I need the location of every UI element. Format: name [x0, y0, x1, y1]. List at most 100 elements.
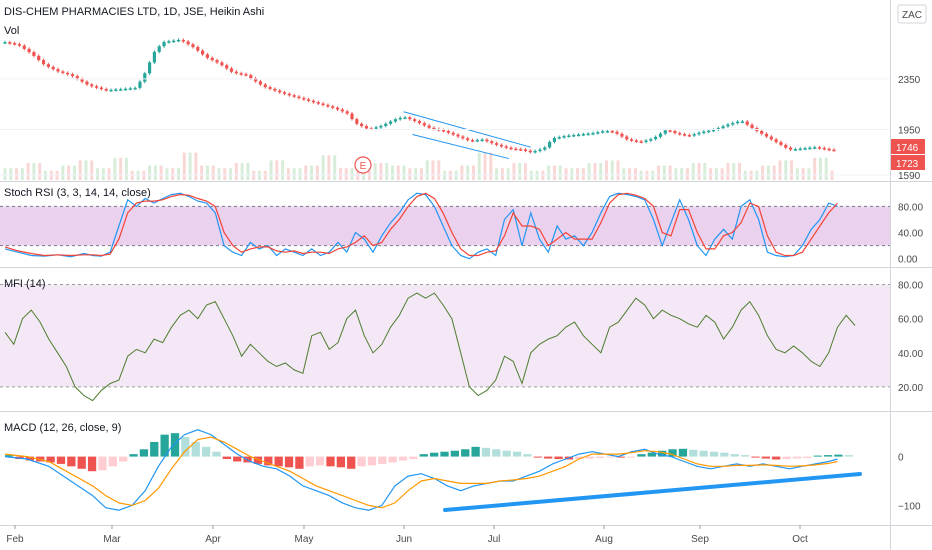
- volume-bar: [408, 168, 412, 180]
- stoch-rsi-title: Stoch RSI (3, 3, 14, 14, close): [4, 187, 151, 199]
- candle-body: [61, 71, 65, 73]
- mfi-tick-label: 60.00: [898, 315, 923, 326]
- macd-histogram-bar: [761, 456, 770, 459]
- macd-histogram-bar: [492, 449, 501, 457]
- macd-histogram-bar: [730, 454, 739, 457]
- mfi-line: [4, 292, 856, 402]
- macd-histogram-bar: [129, 454, 138, 457]
- volume-bar: [396, 165, 400, 180]
- macd-histogram-bar: [471, 446, 480, 457]
- volume-bar: [622, 168, 626, 180]
- volume-bar: [315, 165, 319, 180]
- macd-histogram-bar: [347, 456, 356, 469]
- stoch-rsi-pane[interactable]: 80.00 40.00 0.00: [0, 183, 923, 266]
- volume-bar: [518, 163, 522, 180]
- candle-body: [157, 46, 161, 52]
- volume-bar: [385, 163, 389, 180]
- symbol-title: DIS-CHEM PHARMACIES LTD, 1D, JSE, Heikin…: [4, 6, 264, 18]
- volume-bar: [90, 160, 94, 180]
- currency-button[interactable]: ZAC: [897, 4, 927, 24]
- time-axis[interactable]: Feb Mar Apr May Jun Jul Aug Sep Oct: [6, 525, 808, 545]
- macd-histogram-bar: [512, 451, 522, 457]
- mfi-band-fill: [0, 284, 890, 387]
- candle-body: [282, 92, 287, 94]
- volume-bar: [547, 165, 551, 180]
- macd-histogram-bar: [253, 456, 263, 464]
- macd-trendline[interactable]: [443, 472, 862, 512]
- candle-body: [721, 126, 725, 129]
- volume-bar: [379, 163, 383, 180]
- stoch-rsi-tick-label: 80.00: [898, 202, 923, 213]
- volume-bar: [286, 168, 290, 180]
- macd-histogram-bar: [720, 452, 729, 457]
- candle-body: [234, 71, 238, 74]
- volume-bar: [78, 160, 82, 180]
- volume-bar: [587, 163, 591, 180]
- volume-bar: [275, 160, 279, 180]
- price-pane[interactable]: 2350 1950 1590 1746 1723: [0, 0, 925, 182]
- candle-body: [586, 133, 590, 136]
- volume-bar: [807, 168, 811, 180]
- volume-bar: [761, 165, 765, 180]
- candle-body: [827, 148, 831, 151]
- volume-bar: [495, 168, 499, 180]
- candle-body: [533, 150, 537, 153]
- price-tick-label: 1590: [898, 171, 921, 182]
- candle-body: [634, 140, 638, 142]
- macd-histogram-bar: [678, 448, 688, 457]
- macd-histogram-bar: [5, 455, 14, 457]
- volume-bar: [685, 168, 689, 180]
- candle-body: [388, 121, 393, 124]
- mfi-pane[interactable]: 80.00 60.00 40.00 20.00: [0, 269, 923, 410]
- macd-histogram-bar: [595, 456, 605, 459]
- candle-body: [167, 41, 171, 43]
- candle-body: [711, 129, 716, 132]
- volume-bar: [431, 160, 435, 180]
- candle-body: [441, 129, 446, 132]
- macd-histogram-bar: [212, 451, 221, 457]
- candle-body: [273, 88, 277, 91]
- candle-body: [128, 88, 132, 90]
- volume-bar: [709, 168, 713, 180]
- candle-body: [803, 148, 807, 150]
- macd-histogram-bar: [637, 454, 646, 457]
- candle-body: [644, 140, 648, 142]
- macd-histogram-bar: [378, 456, 387, 464]
- candle-body: [13, 43, 17, 45]
- heikin-ashi-candles: [3, 38, 836, 154]
- volume-bar: [558, 165, 562, 180]
- candle-body: [668, 130, 672, 132]
- volume-bar: [726, 163, 730, 180]
- macd-pane[interactable]: 0 −100: [0, 413, 921, 525]
- candle-body: [17, 44, 22, 46]
- candle-body: [32, 52, 36, 56]
- candle-body: [355, 119, 359, 124]
- macd-histogram-bar: [119, 456, 128, 462]
- candle-body: [543, 147, 547, 150]
- volume-bar: [778, 160, 782, 180]
- candle-body: [735, 121, 740, 124]
- volume-bar: [697, 163, 701, 180]
- candle-body: [85, 81, 89, 85]
- volume-bar: [437, 160, 441, 180]
- macd-histogram-bar: [295, 456, 304, 469]
- candle-body: [345, 111, 349, 114]
- earnings-marker[interactable]: E: [354, 156, 372, 174]
- candle-body: [731, 123, 735, 125]
- macd-histogram-bar: [233, 456, 242, 462]
- macd-histogram-bar: [160, 434, 169, 457]
- macd-histogram-bar: [450, 450, 460, 457]
- candle-body: [22, 45, 26, 49]
- volume-bar: [373, 163, 377, 180]
- volume-bar: [477, 152, 481, 180]
- trendline[interactable]: [443, 472, 862, 512]
- volume-bar: [500, 168, 504, 180]
- candle-body: [384, 123, 388, 126]
- macd-histogram-bar: [25, 456, 35, 461]
- candle-body: [523, 149, 528, 152]
- volume-bar: [338, 168, 342, 180]
- candle-body: [37, 55, 41, 61]
- volume-bar: [194, 152, 198, 180]
- candle-body: [764, 133, 769, 137]
